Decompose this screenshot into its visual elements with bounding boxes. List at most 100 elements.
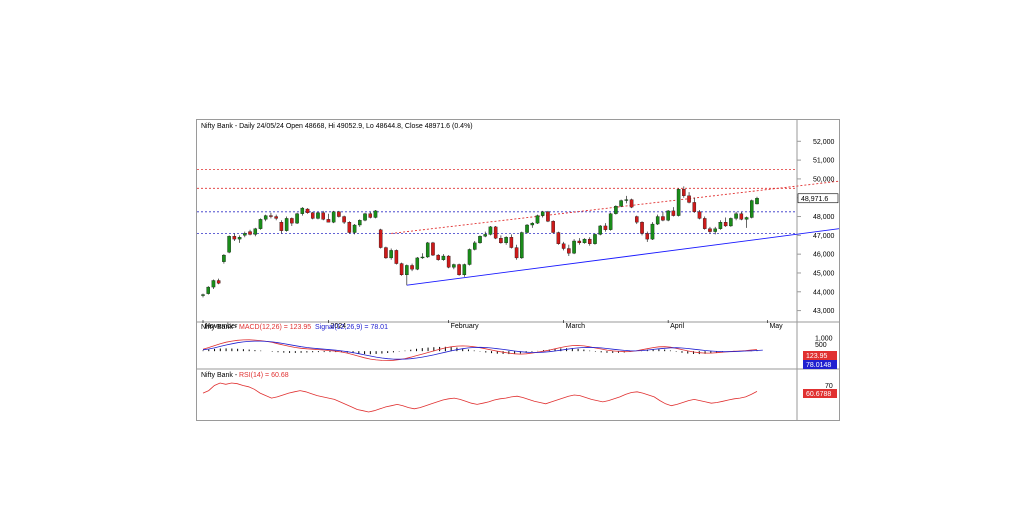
candle-body <box>572 240 576 254</box>
candle-body <box>227 236 231 253</box>
x-tick-label: February <box>451 323 480 330</box>
candle-body <box>499 238 503 244</box>
candle-body <box>216 280 221 284</box>
candle-body <box>483 234 487 237</box>
macd-indicator-label: Nifty Bank - <box>201 324 238 331</box>
x-tick-label: May <box>769 323 783 330</box>
candle-body <box>358 220 362 226</box>
candle-body <box>232 236 237 240</box>
candle-body <box>425 242 430 258</box>
candle-body <box>389 250 393 259</box>
x-tick-label: 2024 <box>330 323 346 330</box>
candle-body <box>347 222 352 233</box>
candle-body <box>493 226 498 239</box>
candle-body <box>248 231 252 235</box>
candle-body <box>514 247 519 259</box>
candle-body <box>723 222 728 227</box>
candle-body <box>263 215 268 220</box>
trendline <box>391 175 883 234</box>
candle-body <box>478 236 482 244</box>
candle-body <box>650 223 655 240</box>
candle-body <box>608 213 613 230</box>
candle-body <box>629 199 634 208</box>
candle-body <box>222 254 226 262</box>
candle-body <box>661 216 665 221</box>
candle-body <box>504 237 508 244</box>
candle-body <box>269 215 273 217</box>
candle-body <box>201 294 205 296</box>
candle-body <box>206 286 210 294</box>
signal-label: Signal(12,26,9) = 78.01 <box>315 324 388 331</box>
price-title: Nifty Bank - Daily 24/05/24 Open 48668, … <box>201 123 473 130</box>
candle-body <box>399 263 404 276</box>
macd-line <box>202 339 758 361</box>
y-tick-label: 47,000 <box>813 233 835 240</box>
candle-body <box>598 225 602 235</box>
signal-line <box>202 340 763 360</box>
candle-body <box>593 234 597 244</box>
last-price-label: 48,971.6 <box>801 196 828 203</box>
candle-body <box>342 216 346 223</box>
rsi-value-label: 60.6788 <box>806 391 831 398</box>
candle-body <box>274 216 278 219</box>
y-tick-label: 43,000 <box>813 308 835 315</box>
candle-body <box>603 225 608 230</box>
macd-y-tick-label: 1,000 <box>815 335 833 342</box>
candle-body <box>446 255 451 268</box>
candle-body <box>676 189 681 216</box>
rsi-value-marker: 60.6788 <box>803 389 837 398</box>
candle-body <box>305 208 310 213</box>
candle-body <box>635 216 639 223</box>
macd-value-markers: 123.95 78.0148 <box>803 351 837 369</box>
y-tick-label: 52,000 <box>813 139 835 146</box>
candle-body <box>702 218 707 229</box>
y-tick-label: 48,000 <box>813 214 835 221</box>
candle-body <box>567 248 571 254</box>
candle-body <box>687 195 691 203</box>
last-price-marker: 48,971.6 <box>797 193 839 204</box>
signal-value-label: 78.0148 <box>806 362 831 369</box>
candle-body <box>473 242 477 250</box>
trendline <box>406 219 904 286</box>
candle-body <box>755 198 759 205</box>
candle-body <box>561 243 566 249</box>
candle-body <box>321 212 325 220</box>
candle-body <box>666 210 670 221</box>
candle-body <box>384 247 388 259</box>
candle-body <box>729 218 733 227</box>
candle-body <box>310 212 315 219</box>
candle-body <box>614 206 618 214</box>
rsi-indicator-label: Nifty Bank - <box>201 372 238 379</box>
candle-body <box>316 212 320 219</box>
candle-body <box>587 238 592 244</box>
candle-body <box>520 232 524 259</box>
candle-body <box>655 216 660 225</box>
candle-body <box>734 213 738 219</box>
candle-body <box>640 222 644 234</box>
candle-body <box>211 280 216 288</box>
candle-body <box>326 219 331 223</box>
candle-body <box>556 232 561 244</box>
candle-body <box>457 264 461 276</box>
y-tick-label: 50,000 <box>813 176 835 183</box>
chart-frame: 52,00051,00050,00049,00048,00047,00046,0… <box>196 119 904 421</box>
candle-body <box>410 265 414 270</box>
x-tick-label: November <box>205 323 238 330</box>
y-tick-label: 45,000 <box>813 270 835 277</box>
candle-body <box>284 218 289 231</box>
rsi-y-tick-label: 70 <box>825 383 833 390</box>
candle-body <box>300 207 305 214</box>
candle-body <box>551 221 555 233</box>
candle-body <box>509 237 514 248</box>
candle-body <box>718 222 723 229</box>
rsi-label: RSI(14) = 60.68 <box>239 372 289 379</box>
candle-body <box>331 211 336 223</box>
y-tick-label: 46,000 <box>813 252 835 259</box>
candle-body <box>713 228 717 232</box>
macd-label: MACD(12,26) = 123.95 <box>239 324 311 331</box>
candle-body <box>582 238 587 244</box>
candle-body <box>405 265 409 276</box>
candle-body <box>452 264 456 268</box>
candle-body <box>645 233 650 240</box>
candle-body <box>258 219 263 229</box>
